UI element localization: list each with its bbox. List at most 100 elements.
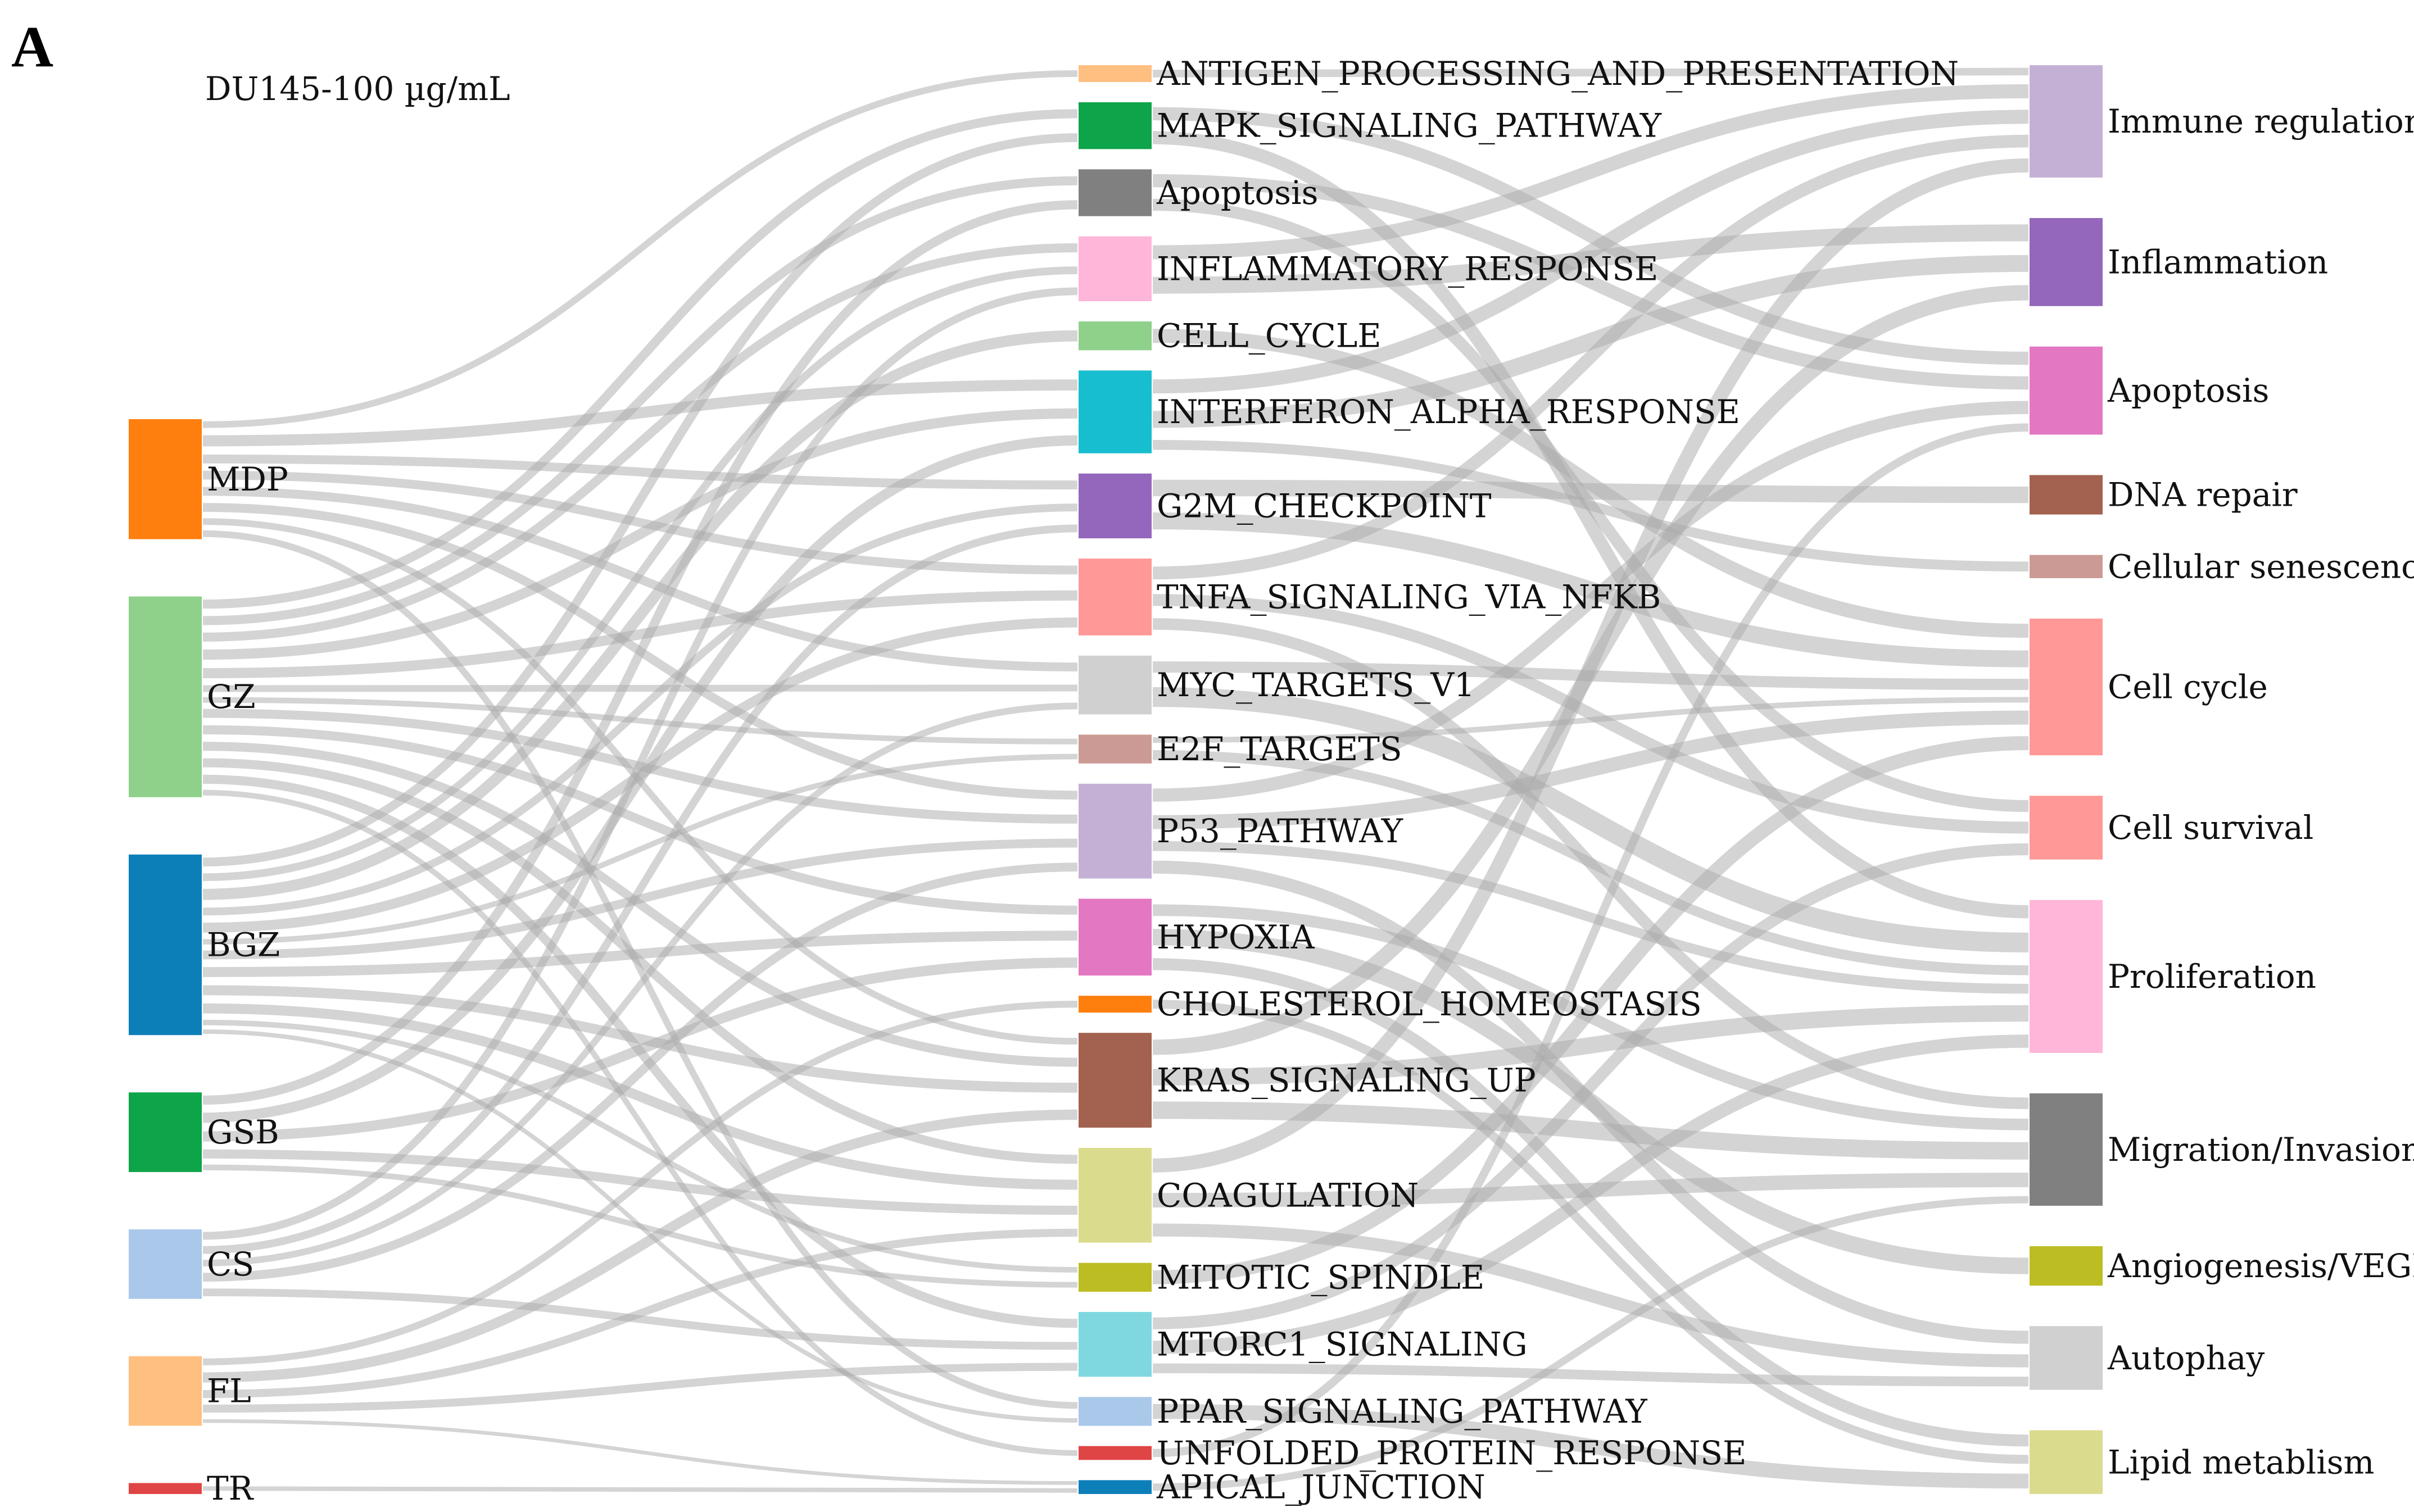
link-bgz-g2m	[202, 503, 1079, 916]
link-chol-lipid	[1152, 1000, 2030, 1464]
node-label-cs: CS	[207, 1245, 254, 1283]
node-label-auto: Autophay	[2107, 1339, 2265, 1377]
node-label-migr: Migration/Invasion	[2108, 1130, 2414, 1169]
link-bgz-mapk	[202, 133, 1079, 867]
link-gz-ifna	[202, 408, 1079, 660]
node-apop-h	[1077, 168, 1153, 217]
link-ppar-lipid	[1152, 1404, 2030, 1489]
link-gsb-ifna	[202, 435, 1079, 1123]
link-cs-inflam	[202, 287, 1079, 1240]
link-bgz-p53	[202, 838, 1079, 960]
link-tnfa-immune	[1152, 134, 2030, 580]
node-label-inflam: INFLAMMATORY_RESPONSE	[1157, 249, 1658, 288]
link-fl-coag	[202, 1228, 1079, 1399]
link-kras-prolif	[1152, 1005, 2030, 1086]
chart-subtitle: DU145-100 µg/mL	[205, 70, 510, 108]
node-bgz	[128, 853, 203, 1037]
node-mtorc1	[1077, 1310, 1153, 1378]
node-label-mtorc1: MTORC1_SIGNALING	[1157, 1325, 1528, 1364]
node-label-mitotic: MITOTIC_SPINDLE	[1157, 1258, 1484, 1296]
node-label-survival: Cell survival	[2108, 809, 2313, 847]
link-cs-myc	[202, 702, 1079, 1266]
node-mitotic	[1077, 1261, 1153, 1293]
node-infl2	[2028, 217, 2104, 307]
link-mtorc1-auto	[1152, 1363, 2030, 1387]
node-label-gsb: GSB	[207, 1113, 279, 1151]
node-label-gz: GZ	[207, 678, 256, 716]
link-upr-apop2	[1152, 423, 2030, 1457]
link-gz-apop_h	[202, 176, 1079, 625]
node-label-chol: CHOLESTEROL_HOMEOSTASIS	[1157, 985, 1702, 1023]
node-label-ppar: PPAR_SIGNALING_PATHWAY	[1157, 1392, 1647, 1431]
link-mtorc1-survival	[1152, 843, 2030, 1329]
link-bgz-cellcyc	[202, 330, 1079, 900]
node-label-kras: KRAS_SIGNALING_UP	[1157, 1061, 1536, 1100]
link-ifna-senes	[1152, 439, 2030, 572]
link-gz-kras	[202, 742, 1079, 1067]
node-ppar	[1077, 1396, 1153, 1427]
link-antigen-immune	[1152, 67, 2030, 78]
node-label-mapk: MAPK_SIGNALING_PATHWAY	[1157, 107, 1662, 145]
node-upr	[1077, 1445, 1153, 1461]
link-gz-inflam	[202, 243, 1079, 642]
node-apical	[1077, 1479, 1153, 1495]
node-label-myc: MYC_TARGETS_V1	[1157, 666, 1475, 704]
node-gsb	[128, 1091, 203, 1173]
node-label-infl2: Inflammation	[2108, 243, 2328, 281]
node-apop2	[2028, 345, 2104, 436]
link-bgz-e2f	[202, 753, 1079, 945]
link-g2m-cellcyc2	[1152, 512, 2030, 668]
node-immune	[2028, 64, 2104, 179]
node-tr	[128, 1482, 203, 1496]
node-label-apical: APICAL_JUNCTION	[1156, 1468, 1485, 1506]
node-prolif	[2028, 898, 2104, 1054]
link-ifna-infl2	[1152, 255, 2030, 428]
node-label-coag: COAGULATION	[1157, 1176, 1419, 1214]
node-lipid	[2028, 1429, 2104, 1495]
node-antigen	[1077, 64, 1153, 84]
link-mdp-antigen	[202, 70, 1079, 428]
node-label-apop-h: Apoptosis	[1156, 174, 1318, 212]
node-angio	[2028, 1245, 2104, 1287]
link-ifna-immune	[1152, 110, 2030, 394]
node-cellcyc2	[2028, 617, 2104, 757]
link-bgz-coag	[202, 1003, 1079, 1190]
node-tnfa	[1077, 557, 1153, 637]
node-label-apop2: Apoptosis	[2107, 371, 2269, 410]
node-mdp	[128, 418, 203, 541]
node-ifna	[1077, 369, 1153, 455]
node-survival	[2028, 794, 2104, 861]
node-label-tnfa: TNFA_SIGNALING_VIA_NFKB	[1157, 578, 1661, 616]
link-p53-apop2	[1152, 401, 2030, 802]
node-chol	[1077, 995, 1153, 1014]
node-p53	[1077, 782, 1153, 880]
node-auto	[2028, 1325, 2104, 1391]
link-p53-cellcyc2	[1152, 710, 2030, 829]
link-bgz-hypoxia	[202, 930, 1079, 977]
link-hypoxia-angio	[1152, 929, 2030, 1274]
node-g2m	[1077, 472, 1153, 540]
link-cs-p53	[202, 862, 1079, 1282]
node-label-cellcyc: CELL_CYCLE	[1157, 317, 1382, 355]
node-dnarep	[2028, 474, 2104, 516]
link-bgz-inflam	[202, 266, 1079, 882]
link-fl-apical	[202, 1419, 1079, 1485]
link-mdp-ifna	[202, 379, 1079, 447]
link-gz-hypoxia	[202, 725, 1079, 915]
link-fl-mtorc1	[202, 1363, 1079, 1413]
node-label-mdp: MDP	[207, 460, 288, 498]
link-mdp-tnfa	[202, 470, 1079, 575]
node-senes	[2028, 553, 2104, 579]
node-myc	[1077, 654, 1153, 716]
link-fl-chol	[202, 1001, 1079, 1365]
link-e2f-cellcyc2	[1152, 697, 2030, 743]
link-mtorc1-prolif	[1152, 1034, 2030, 1354]
node-label-cellcyc2: Cell cycle	[2108, 668, 2268, 706]
node-hypoxia	[1077, 897, 1153, 977]
node-label-ifna: INTERFERON_ALPHA_RESPONSE	[1157, 393, 1740, 431]
node-inflam	[1077, 235, 1153, 303]
link-tnfa-survival	[1152, 594, 2030, 834]
node-cellcyc	[1077, 320, 1153, 352]
node-cs	[128, 1228, 203, 1300]
